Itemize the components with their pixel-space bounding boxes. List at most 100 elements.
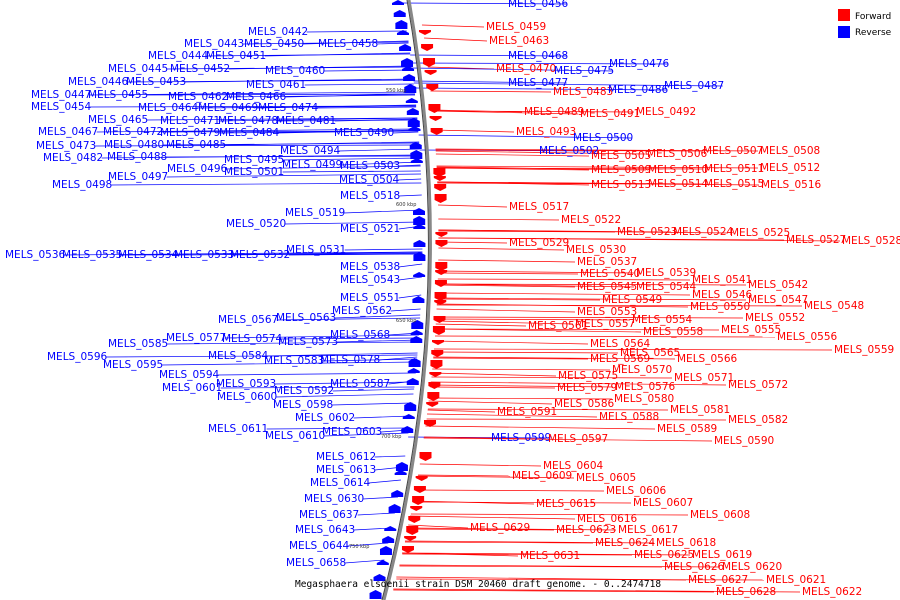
gene-label: MELS_0505 — [591, 150, 651, 162]
forward-gene-arrow — [429, 116, 442, 121]
gene-label: MELS_0509 — [591, 164, 651, 176]
gene-label: MELS_0455 — [88, 89, 148, 101]
reverse-gene-arrow — [382, 536, 395, 543]
gene-label: MELS_0556 — [777, 331, 837, 343]
gene-label: MELS_0446 — [68, 76, 128, 88]
forward-gene-arrow — [404, 536, 417, 541]
gene-label: MELS_0585 — [108, 338, 168, 350]
gene-label: MELS_0644 — [289, 540, 349, 552]
label-leader-line — [437, 292, 691, 296]
forward-gene-arrow — [419, 452, 432, 461]
gene-label: MELS_0597 — [548, 433, 608, 445]
gene-label: MELS_0529 — [509, 237, 569, 249]
label-leader-line — [398, 294, 422, 299]
label-leader-line — [437, 181, 760, 186]
gene-label: MELS_0631 — [520, 550, 580, 562]
label-leader-line — [264, 52, 411, 57]
gene-label: MELS_0558 — [643, 326, 703, 338]
legend: Forward Reverse — [838, 9, 892, 38]
scale-tick-label: 600 kbp — [396, 202, 416, 208]
reverse-gene-arrow — [410, 150, 423, 159]
genome-backbone-arc — [382, 0, 432, 600]
gene-label: MELS_0514 — [648, 178, 708, 190]
gene-label: MELS_0550 — [690, 301, 750, 313]
label-leader-line — [357, 512, 395, 516]
forward-gene-arrow — [428, 382, 441, 389]
label-leader-line — [224, 334, 419, 339]
gene-label: MELS_0618 — [656, 537, 716, 549]
gene-label: MELS_0534 — [118, 249, 178, 261]
map-caption: Megasphaera elsdenii strain DSM 20460 dr… — [295, 579, 661, 590]
gene-label: MELS_0475 — [554, 65, 614, 77]
label-leader-line — [411, 62, 668, 65]
label-leader-line — [393, 588, 801, 593]
forward-gene-arrow — [413, 486, 426, 493]
gene-label: MELS_0503 — [340, 160, 400, 172]
label-leader-line — [427, 413, 598, 418]
label-leader-line — [413, 501, 632, 504]
label-leader-line — [304, 83, 414, 86]
scale-tick-label: 650 kbp — [396, 318, 416, 324]
gene-label: MELS_0442 — [248, 26, 308, 38]
label-leader-line — [413, 82, 723, 87]
gene-label: MELS_0481 — [276, 115, 336, 127]
label-leader-line — [402, 2, 567, 5]
gene-label: MELS_0620 — [722, 561, 782, 573]
reverse-gene-arrow — [410, 330, 423, 335]
label-leader-line — [218, 117, 418, 122]
gene-label: MELS_0510 — [648, 164, 708, 176]
label-leader-line — [418, 134, 632, 139]
gene-label: MELS_0569 — [590, 353, 650, 365]
label-leader-line — [435, 150, 646, 155]
label-leader-line — [437, 284, 576, 288]
label-leader-line — [232, 251, 423, 256]
gene-label: MELS_0584 — [208, 350, 268, 362]
label-leader-line — [276, 317, 421, 321]
forward-gene-arrow — [430, 360, 443, 369]
gene-label: MELS_0571 — [674, 372, 734, 384]
forward-gene-arrow — [428, 104, 441, 113]
gene-label: MELS_0462 — [168, 91, 228, 103]
label-leader-line — [398, 276, 422, 281]
label-leader-line — [277, 129, 419, 134]
label-leader-line — [410, 515, 576, 520]
label-leader-line — [437, 283, 747, 286]
label-leader-line — [436, 167, 703, 170]
label-leader-line — [344, 559, 385, 564]
gene-label: MELS_0590 — [714, 435, 774, 447]
gene-label: MELS_0525 — [730, 227, 790, 239]
gene-label: MELS_0458 — [318, 38, 378, 50]
gene-label: MELS_0523 — [617, 226, 677, 238]
label-leader-line — [436, 318, 631, 321]
reverse-gene-arrow — [373, 574, 386, 581]
forward-gene-arrow — [401, 546, 414, 553]
gene-label: MELS_0537 — [577, 256, 637, 268]
scale-ticks: 550 kbp 600 kbp 650 kbp 700 kbp 750 kbp — [349, 88, 416, 550]
reverse-gene-arrow — [412, 296, 425, 303]
gene-label: MELS_0484 — [219, 127, 279, 139]
gene-label: MELS_0500 — [573, 132, 633, 144]
reverse-gene-arrow — [405, 98, 418, 103]
gene-label: MELS_0536 — [5, 249, 65, 261]
gene-label: MELS_0603 — [322, 426, 382, 438]
gene-label: MELS_0495 — [224, 154, 284, 166]
label-leader-line — [430, 384, 614, 388]
label-leader-line — [165, 155, 420, 158]
label-leader-line — [398, 164, 421, 167]
gene-label: MELS_0563 — [276, 312, 336, 324]
label-leader-line — [436, 316, 744, 319]
label-leader-line — [435, 320, 574, 325]
forward-gene-arrow — [408, 516, 421, 523]
label-leader-line — [438, 270, 635, 274]
gene-label: MELS_0474 — [258, 102, 318, 114]
label-leader-line — [414, 87, 667, 91]
label-leader-line — [166, 341, 419, 345]
label-leader-line — [390, 308, 421, 312]
label-leader-line — [362, 496, 399, 500]
gene-label: MELS_0643 — [295, 524, 355, 536]
label-leader-line — [288, 253, 423, 256]
gene-label: MELS_0461 — [246, 79, 306, 91]
forward-gene-arrow — [430, 128, 443, 135]
forward-gene-arrow — [426, 402, 439, 407]
reverse-gene-arrow — [388, 504, 401, 513]
